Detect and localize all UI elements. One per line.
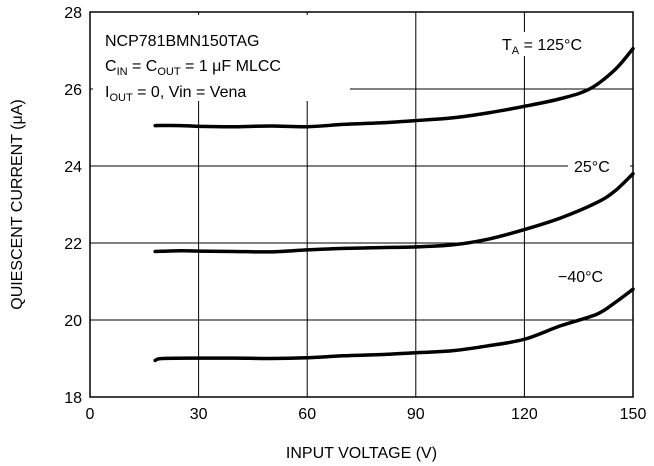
x-axis-label: INPUT VOLTAGE (V) <box>286 445 437 462</box>
series-line-25c <box>153 171 635 254</box>
capacitor-note: CIN = COUT = 1 μF MLCC <box>105 58 281 78</box>
x-tick-label: 90 <box>407 406 425 423</box>
curves <box>153 46 635 363</box>
plot-frame <box>89 11 634 398</box>
label-25-backing <box>568 154 630 178</box>
series-line-125c <box>153 46 635 129</box>
series-label-25c: 25°C <box>574 159 610 176</box>
series-label-minus40c: −40°C <box>558 269 603 286</box>
series-label-125c: TA = 125°C <box>502 37 582 57</box>
x-tick-label: 30 <box>190 406 208 423</box>
part-number: NCP781BMN150TAG <box>105 33 259 50</box>
x-tick-label: 60 <box>298 406 316 423</box>
y-tick-label: 18 <box>64 390 82 407</box>
label-125-backing <box>496 32 630 56</box>
y-tick-label: 28 <box>64 5 82 22</box>
x-tick-label: 150 <box>620 406 647 423</box>
iout-note: IOUT = 0, Vin = Vena <box>105 84 246 104</box>
y-tick-label: 24 <box>64 159 82 176</box>
x-tick-label: 0 <box>86 406 95 423</box>
tick-labels: 0 30 60 90 120 150 18 20 22 24 26 28 <box>64 5 646 423</box>
series-line-minus40c <box>153 287 635 363</box>
x-tick-label: 120 <box>511 406 538 423</box>
y-tick-label: 26 <box>64 82 82 99</box>
y-axis-label: QUIESCENT CURRENT (μA) <box>9 99 26 309</box>
label-m40-backing <box>554 264 630 288</box>
y-tick-label: 20 <box>64 313 82 330</box>
y-tick-label: 22 <box>64 236 82 253</box>
annotation-backing <box>93 15 350 101</box>
